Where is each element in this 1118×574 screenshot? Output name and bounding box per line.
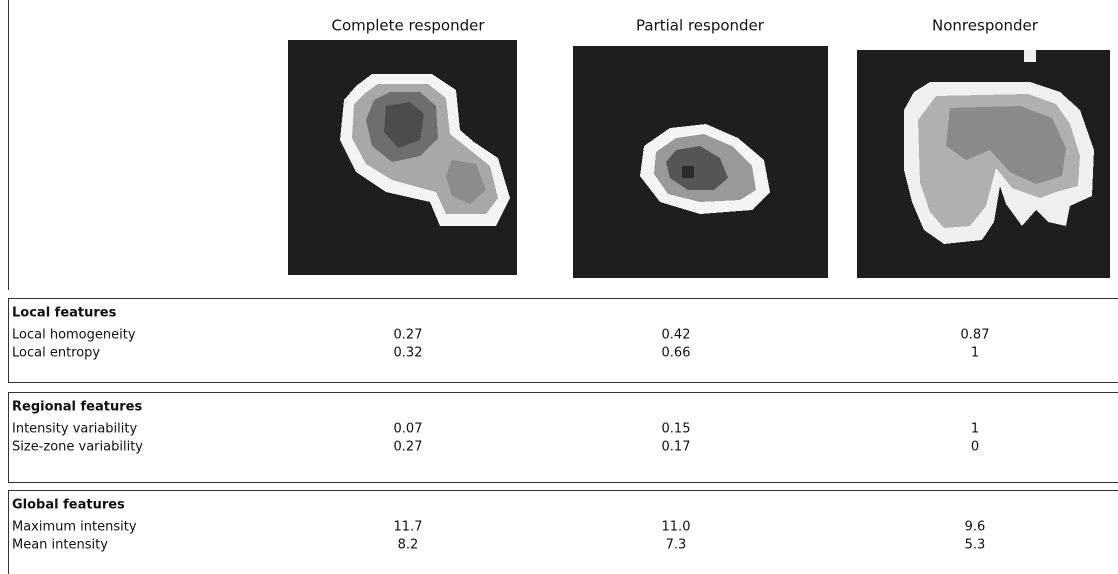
cell-value: 0.42 <box>662 328 691 343</box>
row-label: Maximum intensity <box>12 520 137 535</box>
cell-value: 0.17 <box>662 440 691 455</box>
column-header: Nonresponder <box>932 17 1039 35</box>
cell-value: 0.87 <box>961 328 990 343</box>
section-box <box>9 491 1118 574</box>
cell-value: 7.3 <box>666 538 687 553</box>
cell-value: 0.27 <box>394 440 423 455</box>
section-title: Local features <box>12 306 117 321</box>
section-title: Global features <box>12 498 125 513</box>
cell-value: 9.6 <box>965 520 986 535</box>
row-label: Mean intensity <box>12 538 108 553</box>
cell-value: 0.07 <box>394 422 423 437</box>
cell-value: 5.3 <box>965 538 986 553</box>
feature-table: Local features Local homogeneity 0.27 0.42 0… <box>9 299 1118 574</box>
cell-value: 0.27 <box>394 328 423 343</box>
tumor-image <box>857 50 1110 278</box>
page: {"header": {"columns": ["Complete respon… <box>0 0 1118 574</box>
cell-value: 1 <box>971 422 979 437</box>
cell-value: 0.32 <box>394 346 423 361</box>
section-title: Regional features <box>12 400 142 415</box>
column-header: Partial responder <box>636 17 765 35</box>
cell-value: 8.2 <box>398 538 419 553</box>
cell-value: 0.15 <box>662 422 691 437</box>
row-label: Local entropy <box>12 346 100 361</box>
tumor-image <box>288 40 517 275</box>
section-box <box>9 299 1118 383</box>
cell-value: 0 <box>971 440 979 455</box>
tumor-image <box>573 46 828 278</box>
cell-value: 1 <box>971 346 979 361</box>
row-label: Intensity variability <box>12 422 137 437</box>
section-box <box>9 393 1118 483</box>
column-header: Complete responder <box>331 17 485 35</box>
cell-value: 11.7 <box>394 520 423 535</box>
row-label: Size-zone variability <box>12 440 143 455</box>
row-label: Local homogeneity <box>12 328 136 343</box>
cell-value: 11.0 <box>662 520 691 535</box>
figure: Complete responder Partial responder Non… <box>0 0 1118 574</box>
cell-value: 0.66 <box>662 346 691 361</box>
